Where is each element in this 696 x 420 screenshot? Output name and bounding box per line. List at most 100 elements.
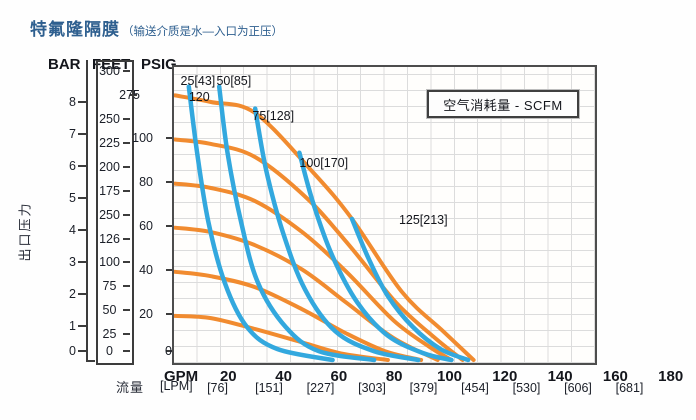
bar-axis-line [86,60,88,362]
feet-tick-label: 250 [99,207,120,222]
psig-tick [166,136,172,139]
feet-tick [123,189,130,192]
feet-tick [123,70,130,73]
bar-tick [78,165,86,168]
bar-tick [78,101,86,104]
gpm-tick-label: 100 [436,368,463,385]
bar-tick [78,133,86,136]
bar-tick [78,293,86,296]
lpm-tick-label: [151] [255,381,283,395]
curve-annotation: 50[85] [216,74,252,89]
x-axis-unit-lpm: [LPM] [160,379,193,393]
feet-tick [130,94,137,97]
gpm-tick-label: 80 [385,368,403,385]
bar-tick [78,229,86,232]
x-axis-unit-gpm: GPM [164,368,199,385]
curve-air-inlet-80-psig [174,181,454,362]
bar-tick-label: 8 [69,95,76,110]
feet-tick [123,285,130,288]
lpm-tick-label: [379] [409,381,438,395]
legend-box: 空气消耗量 - SCFM [426,89,580,119]
feet-tick [123,165,130,168]
psig-tick-label: 60 [139,218,153,233]
bar-tick [78,197,86,200]
curve-annotation: 120 [188,89,210,104]
bar-tick [78,350,86,352]
feet-tick [123,213,130,216]
psig-tick-label: 0 [165,344,172,358]
feet-tick-label: 275 [119,88,140,103]
plot-area: 25[43] 50[85] 120 75[128] 100[170] 125[213] 空… [172,65,597,365]
feet-tick [123,141,130,144]
psig-scale-header: PSIG [141,56,177,73]
bar-tick [78,325,86,328]
feet-tick [123,118,130,121]
curve-annotation: 25[43] [180,74,216,89]
gpm-tick-label: 60 [330,368,348,385]
lpm-tick-label: [227] [306,381,335,395]
lpm-tick-label: [681] [615,381,644,395]
legend-label: 空气消耗量 - SCFM [443,97,563,113]
psig-tick-label: 100 [132,130,153,145]
gpm-tick-label: 160 [602,368,628,385]
curve-air-inlet-120-psig [174,93,476,362]
curve-air-consumption-50-scfm [216,84,377,363]
feet-tick [123,237,130,240]
curve-air-inlet-20-psig [174,313,390,362]
feet-tick [123,309,130,312]
curve-annotation: 100[170] [299,155,349,170]
curve-air-consumption-25-scfm [186,84,335,363]
bar-tick-label: 5 [69,191,76,206]
curve-air-consumption-75-scfm [252,106,421,363]
bar-tick-label: 7 [69,127,76,142]
performance-curves [174,84,476,363]
feet-tick [123,261,130,264]
feet-tick [123,333,130,336]
psig-tick [166,224,172,227]
bar-tick [78,261,86,264]
curve-air-inlet-100-psig [174,137,465,362]
feet-tick-label: 50 [102,303,117,318]
psig-tick [166,180,172,183]
curve-air-consumption-125-scfm [349,216,471,363]
feet-axis-box [96,60,134,365]
psig-tick-label: 80 [139,174,153,189]
feet-tick-label: 75 [102,279,117,294]
psig-tick-label: 20 [139,306,153,321]
lpm-tick-label: [454] [461,381,489,395]
feet-tick-label: 225 [99,135,120,150]
lpm-tick-label: [530] [512,381,541,395]
gpm-tick-label: 180 [658,368,684,385]
bar-tick-label: 0 [69,344,76,358]
curve-annotation: 75[128] [252,109,295,124]
feet-tick-label: 100 [99,255,120,270]
psig-tick [166,350,172,352]
feet-tick-label: 175 [99,183,120,198]
curve-air-consumption-100-scfm [297,150,454,363]
lpm-tick-label: [76] [207,381,228,395]
bar-tick-label: 1 [69,319,76,334]
curve-annotation: 125[213] [398,213,448,228]
x-axis-title: 流量 [116,380,145,395]
gpm-tick-label: 120 [492,368,518,385]
page-title: 特氟隆隔膜 （输送介质是水—入口为正压） [30,15,283,40]
bar-axis-foot [86,360,95,362]
y-axis-title: 出口压力 [17,201,33,262]
psig-tick [166,268,172,271]
title-text: 特氟隆隔膜 [30,20,120,39]
feet-tick-label: 0 [106,344,113,358]
gpm-tick-label: 140 [547,368,573,385]
curve-air-inlet-40-psig [174,269,424,362]
gpm-tick-label: 40 [275,368,292,385]
bar-scale-header: BAR [48,56,81,73]
psig-tick-label: 40 [139,262,153,277]
bar-tick-label: 4 [69,223,76,238]
feet-tick-label: 25 [102,327,117,342]
feet-tick-label: 300 [99,64,120,79]
lpm-tick-label: [606] [564,381,592,395]
feet-tick-label: 200 [99,159,120,174]
bar-tick-label: 3 [69,255,76,270]
feet-tick-label: 126 [99,231,120,246]
gpm-tick-label: 20 [219,368,237,385]
